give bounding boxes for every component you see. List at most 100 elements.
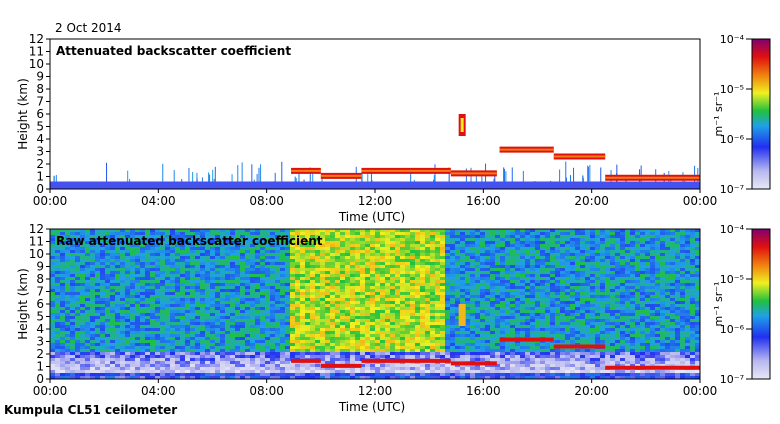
heatmap-cell [505,253,510,256]
heatmap-cell [170,334,175,337]
heatmap-cell [75,337,80,340]
heatmap-cell [135,373,140,376]
heatmap-cell [345,280,350,283]
heatmap-cell [440,352,445,355]
heatmap-cell [515,277,520,280]
heatmap-cell [245,259,250,262]
heatmap-cell [95,286,100,289]
heatmap-cell [315,286,320,289]
heatmap-cell [270,256,275,259]
heatmap-cell [245,253,250,256]
heatmap-cell [480,307,485,310]
heatmap-cell [355,256,360,259]
heatmap-cell [140,349,145,352]
heatmap-cell [150,328,155,331]
heatmap-cell [160,262,165,265]
heatmap-cell [80,364,85,367]
heatmap-cell [280,352,285,355]
heatmap-cell [60,319,65,322]
heatmap-cell [80,259,85,262]
heatmap-cell [110,340,115,343]
heatmap-cell [425,253,430,256]
heatmap-cell [135,256,140,259]
heatmap-cell [165,373,170,376]
heatmap-cell [425,232,430,235]
heatmap-cell [410,316,415,319]
heatmap-cell [330,340,335,343]
heatmap-cell [490,253,495,256]
heatmap-cell [240,301,245,304]
heatmap-cell [290,337,295,340]
heatmap-cell [170,331,175,334]
heatmap-cell [440,301,445,304]
heatmap-cell [520,301,525,304]
heatmap-cell [370,256,375,259]
heatmap-cell [250,349,255,352]
heatmap-cell [325,340,330,343]
heatmap-cell [375,373,380,376]
heatmap-cell [245,340,250,343]
heatmap-cell [375,343,380,346]
heatmap-cell [190,310,195,313]
heatmap-cell [220,298,225,301]
heatmap-cell [95,334,100,337]
heatmap-cell [100,370,105,373]
heatmap-cell [325,244,330,247]
heatmap-cell [325,235,330,238]
heatmap-cell [295,334,300,337]
heatmap-cell [395,256,400,259]
heatmap-cell [490,292,495,295]
heatmap-cell [240,340,245,343]
heatmap-cell [480,358,485,361]
heatmap-cell [55,310,60,313]
heatmap-cell [180,328,185,331]
heatmap-cell [225,256,230,259]
heatmap-cell [265,328,270,331]
heatmap-cell [230,307,235,310]
heatmap-cell [425,331,430,334]
heatmap-cell [65,346,70,349]
heatmap-cell [145,358,150,361]
heatmap-cell [115,367,120,370]
heatmap-cell [290,367,295,370]
heatmap-cell [125,349,130,352]
heatmap-cell [225,358,230,361]
heatmap-cell [60,355,65,358]
heatmap-cell [470,253,475,256]
heatmap-cell [330,355,335,358]
heatmap-cell [140,328,145,331]
heatmap-cell [520,235,525,238]
heatmap-cell [395,232,400,235]
heatmap-cell [410,253,415,256]
heatmap-cell [110,304,115,307]
heatmap-cell [300,286,305,289]
heatmap-cell [235,301,240,304]
heatmap-cell [440,292,445,295]
heatmap-cell [150,349,155,352]
heatmap-cell [515,328,520,331]
heatmap-cell [515,280,520,283]
heatmap-cell [265,322,270,325]
heatmap-cell [75,283,80,286]
heatmap-cell [365,277,370,280]
heatmap-cell [450,286,455,289]
heatmap-cell [285,358,290,361]
heatmap-cell [120,319,125,322]
heatmap-cell [360,355,365,358]
heatmap-cell [120,280,125,283]
heatmap-cell [150,373,155,376]
heatmap-cell [365,295,370,298]
heatmap-cell [250,277,255,280]
heatmap-cell [165,346,170,349]
heatmap-cell [345,286,350,289]
heatmap-cell [510,253,515,256]
heatmap-cell [330,334,335,337]
heatmap-cell [140,265,145,268]
heatmap-cell [205,313,210,316]
heatmap-cell [55,328,60,331]
heatmap-cell [265,352,270,355]
heatmap-cell [50,349,55,352]
signal-spike [304,180,305,182]
heatmap-cell [300,304,305,307]
heatmap-cell [100,361,105,364]
